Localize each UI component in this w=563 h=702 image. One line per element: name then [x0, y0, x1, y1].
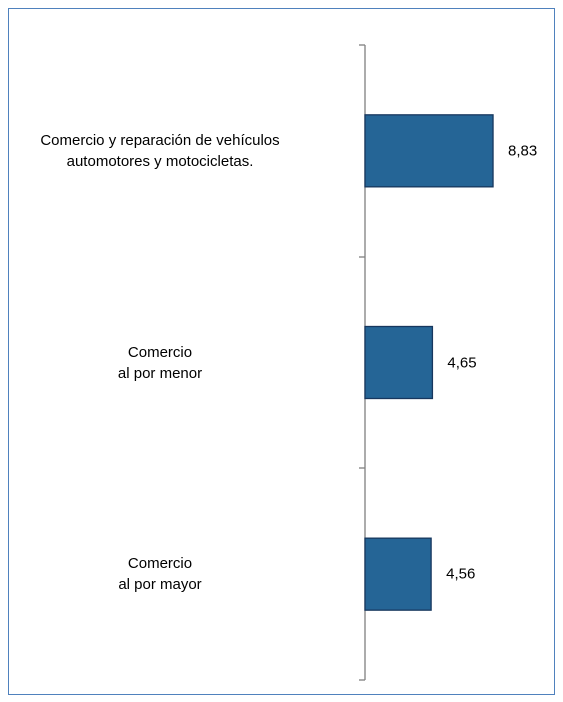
- value-label: 8,83: [508, 142, 538, 160]
- bar: [364, 325, 434, 400]
- value-label: 4,65: [447, 354, 477, 371]
- category-label: Comercio al por menor: [117, 343, 203, 382]
- category-label: Comercio al por mayor: [118, 555, 202, 594]
- frame: [8, 8, 555, 695]
- bar: [364, 537, 432, 611]
- bar: [364, 114, 494, 188]
- category-label: Comercio y reparación de vehículos autom…: [40, 131, 280, 170]
- category-axis: [359, 44, 366, 681]
- value-label: 4,56: [446, 565, 476, 583]
